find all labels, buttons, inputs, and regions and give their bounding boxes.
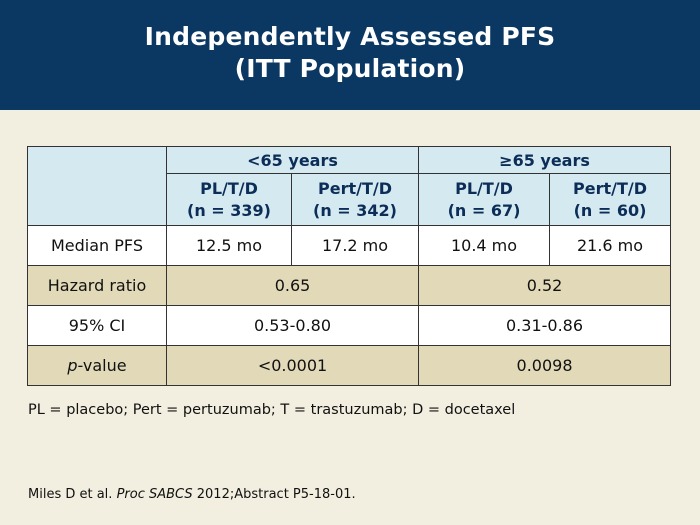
table-row-hazard-ratio: Hazard ratio 0.65 0.52 <box>27 265 672 306</box>
table-cell: <0.0001 <box>165 345 420 386</box>
abbreviation-footnote: PL = placebo; Pert = pertuzumab; T = tra… <box>28 402 516 418</box>
row-label: p-value <box>27 345 167 386</box>
column-header: Pert/T/D (n = 60) <box>549 173 672 226</box>
table-cell: 0.31-0.86 <box>418 305 672 346</box>
table-cell: 17.2 mo <box>290 225 420 266</box>
table-cell: 0.53-0.80 <box>165 305 420 346</box>
citation-journal: Proc SABCS <box>116 487 193 502</box>
table-cell: 12.5 mo <box>166 225 292 266</box>
p-italic: p <box>67 356 78 375</box>
group-header-under65: <65 years <box>165 146 420 174</box>
citation: Miles D et al. Proc SABCS 2012;Abstract … <box>28 487 356 502</box>
pfs-table: <65 years ≥65 years PL/T/D (n = 339) Pert… <box>27 146 672 386</box>
n-label: (n = 67) <box>447 200 521 220</box>
table-cell: 0.65 <box>165 265 420 306</box>
column-header: Pert/T/D (n = 342) <box>290 173 420 226</box>
table-cell: 0.52 <box>418 265 672 306</box>
group-header-65plus: ≥65 years <box>418 146 672 174</box>
table-header-row: <65 years ≥65 years <box>27 146 672 226</box>
corner-cell <box>27 146 167 226</box>
arm-label: PL/T/D <box>200 178 258 198</box>
n-label: (n = 60) <box>573 200 647 220</box>
n-label: (n = 342) <box>313 200 397 220</box>
n-label: (n = 339) <box>187 200 271 220</box>
title-banner: Independently Assessed PFS (ITT Populati… <box>0 0 700 110</box>
column-header: PL/T/D (n = 339) <box>166 173 292 226</box>
citation-rest: 2012;Abstract P5-18-01. <box>192 487 356 502</box>
table-row-p-value: p-value <0.0001 0.0098 <box>27 345 672 386</box>
arm-label: PL/T/D <box>455 178 513 198</box>
row-label: Median PFS <box>27 225 167 266</box>
table-subheader-row: PL/T/D (n = 339) Pert/T/D (n = 342) PL/T/D… <box>28 173 672 226</box>
row-label: 95% CI <box>27 305 167 346</box>
slide-title-line2: (ITT Population) <box>234 54 466 83</box>
table-cell: 10.4 mo <box>418 225 551 266</box>
table-row-median-pfs: Median PFS 12.5 mo 17.2 mo 10.4 mo 21.6 … <box>27 225 672 266</box>
citation-authors: Miles D et al. <box>28 487 117 502</box>
table-cell: 21.6 mo <box>549 225 672 266</box>
p-label-rest: -value <box>77 356 127 375</box>
arm-label: Pert/T/D <box>318 178 392 198</box>
row-label: Hazard ratio <box>27 265 167 306</box>
arm-label: Pert/T/D <box>573 178 648 198</box>
table-row-ci: 95% CI 0.53-0.80 0.31-0.86 <box>27 305 672 346</box>
column-header: PL/T/D (n = 67) <box>418 173 551 226</box>
slide-title-line1: Independently Assessed PFS <box>144 22 556 51</box>
table-cell: 0.0098 <box>418 345 672 386</box>
